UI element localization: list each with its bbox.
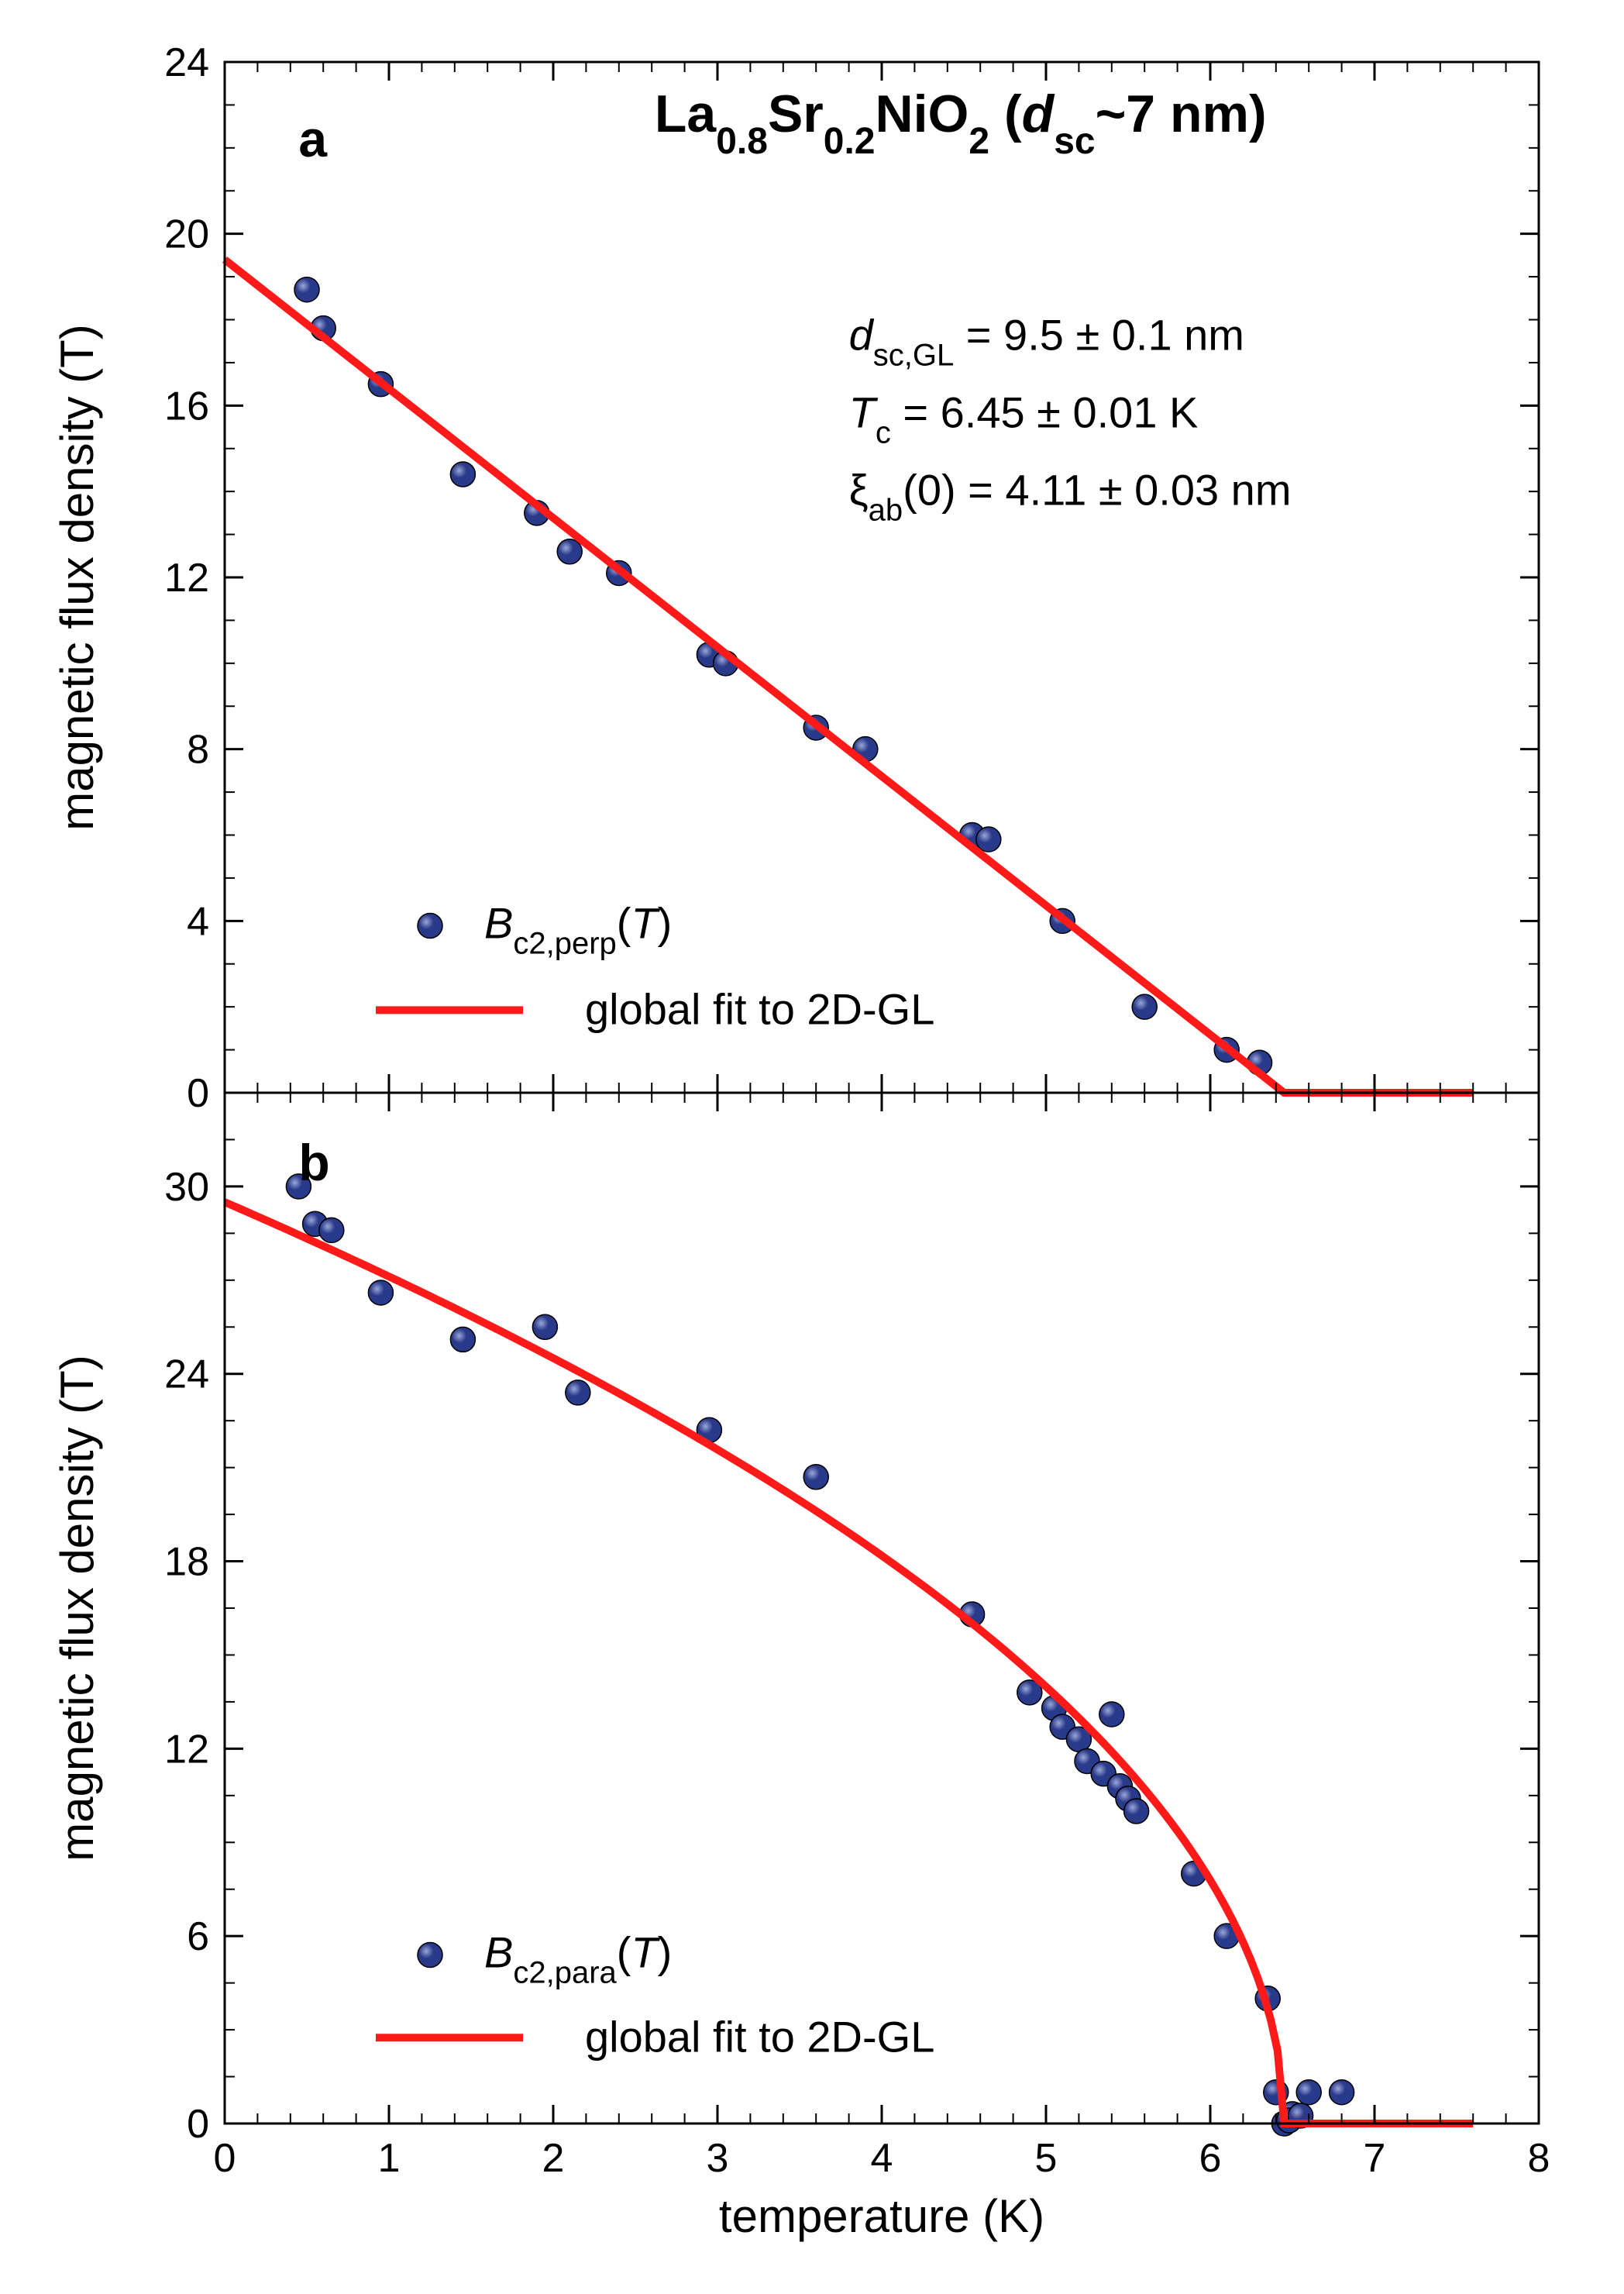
ylabel-a: magnetic flux density (T): [51, 324, 103, 831]
panel-label-b: b: [298, 1134, 329, 1191]
ytick-label: 6: [187, 1914, 209, 1959]
ytick-label: 16: [164, 384, 209, 429]
param-line: dsc,GL = 9.5 ± 0.1 nm: [849, 310, 1244, 372]
scatter-b: [286, 1174, 1354, 2136]
data-point: [319, 1218, 344, 1242]
fit-line-a: [225, 260, 1473, 1093]
data-point: [557, 539, 582, 564]
ytick-label: 8: [187, 728, 209, 773]
ylabel-b: magnetic flux density (T): [51, 1355, 103, 1862]
data-point: [1132, 994, 1157, 1019]
data-point: [532, 1314, 557, 1339]
xtick-label: 5: [1035, 2136, 1058, 2181]
ytick-label: 0: [187, 2102, 209, 2147]
axes-box-a: [225, 62, 1539, 1093]
axes-box-b: [225, 1093, 1539, 2124]
data-point: [1099, 1702, 1124, 1727]
ytick-label: 30: [164, 1165, 209, 1210]
legend-marker-icon: [418, 914, 442, 939]
ytick-label: 24: [164, 40, 209, 85]
fit-line-b: [225, 1202, 1473, 2124]
ytick-label: 4: [187, 899, 209, 944]
figure-svg: 04812162024magnetic flux density (T)a012…: [0, 0, 1624, 2294]
xtick-label: 2: [542, 2136, 565, 2181]
ytick-label: 18: [164, 1540, 209, 1585]
data-point: [976, 827, 1001, 852]
xtick-label: 0: [214, 2136, 236, 2181]
xtick-label: 7: [1364, 2136, 1386, 2181]
xtick-label: 3: [707, 2136, 729, 2181]
figure-container: 04812162024magnetic flux density (T)a012…: [0, 0, 1624, 2294]
xtick-label: 1: [378, 2136, 401, 2181]
legend-line-label: global fit to 2D-GL: [585, 2012, 934, 2061]
xtick-label: 6: [1199, 2136, 1222, 2181]
param-line: ξab(0) = 4.11 ± 0.03 nm: [849, 465, 1292, 527]
data-point: [294, 277, 319, 302]
ytick-label: 12: [164, 556, 209, 601]
xtick-label: 4: [871, 2136, 893, 2181]
data-point: [368, 1280, 393, 1305]
data-point: [1124, 1799, 1149, 1824]
data-point: [1330, 2080, 1354, 2105]
xtick-label: 8: [1528, 2136, 1550, 2181]
legend-marker-icon: [418, 1942, 442, 1967]
data-point: [450, 1327, 475, 1352]
ytick-label: 12: [164, 1727, 209, 1772]
figure-title: La0.8Sr0.2NiO2 (dsc~7 nm): [655, 84, 1267, 162]
xlabel: temperature (K): [719, 2190, 1044, 2242]
data-point: [803, 1465, 828, 1490]
legend-line-label: global fit to 2D-GL: [585, 984, 934, 1033]
ytick-label: 24: [164, 1352, 209, 1397]
data-point: [450, 462, 475, 487]
ytick-label: 0: [187, 1071, 209, 1116]
legend-scatter-label: Bc2,perp(T): [484, 899, 672, 961]
panel-label-a: a: [298, 110, 328, 167]
legend-scatter-label: Bc2,para(T): [484, 1927, 672, 1989]
data-point: [566, 1380, 590, 1405]
param-line: Tc = 6.45 ± 0.01 K: [849, 388, 1199, 450]
ytick-label: 20: [164, 212, 209, 257]
data-point: [1296, 2080, 1321, 2105]
